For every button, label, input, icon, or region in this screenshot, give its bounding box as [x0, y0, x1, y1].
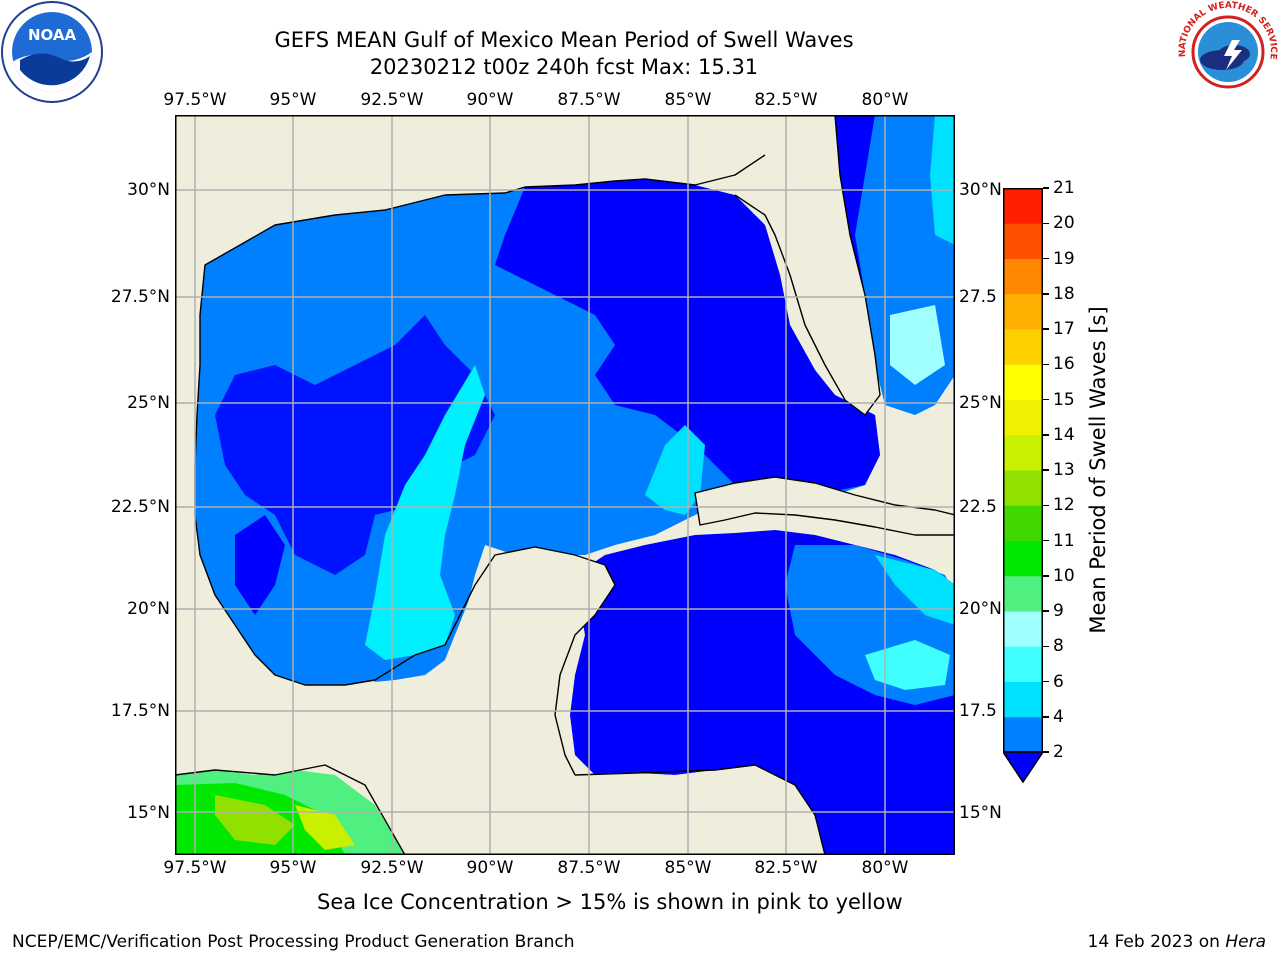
colorbar-tick-mark: [1043, 645, 1049, 647]
colorbar-tick-mark: [1043, 751, 1049, 753]
lon-tick-bottom-7: 82.5°W: [754, 858, 818, 878]
footer-date: 14 Feb 2023 on: [1087, 932, 1226, 952]
colorbar-segment: [1003, 470, 1043, 506]
colorbar-tick-mark: [1043, 257, 1049, 260]
colorbar-tick-label: 17: [1053, 319, 1075, 339]
colorbar-tick-mark: [1043, 610, 1049, 612]
lat-tick-right-1: 30°N: [959, 180, 1002, 200]
colorbar-tick-mark: [1043, 575, 1049, 577]
colorbar-tick-label: 6: [1053, 671, 1064, 692]
colorbar-tick-mark: [1043, 680, 1049, 683]
colorbar-tick-mark: [1043, 398, 1049, 401]
nws-logo: NATIONAL WEATHER SERVICE: [1176, 0, 1280, 104]
footer-host: Hera: [1225, 932, 1266, 952]
lat-tick-right-7: 15°N: [959, 803, 1002, 823]
colorbar-segment: [1003, 188, 1043, 224]
colorbar-tick-label: 11: [1053, 530, 1075, 551]
lon-tick-top-2: 95°W: [269, 90, 317, 110]
colorbar: [1001, 188, 1045, 784]
colorbar-extend-triangle: [1001, 751, 1045, 784]
lon-tick-top-4: 90°W: [466, 90, 514, 110]
colorbar-tick-mark: [1043, 504, 1049, 506]
colorbar-segment: [1003, 716, 1043, 753]
colorbar-tick-label: 13: [1053, 460, 1075, 480]
lon-tick-top-1: 97.5°W: [163, 90, 227, 110]
colorbar-segment: [1003, 611, 1043, 647]
colorbar-tick-label: 20: [1053, 213, 1075, 234]
colorbar-tick-mark: [1043, 328, 1049, 330]
lat-tick-left-6: 17.5°N: [110, 701, 170, 721]
colorbar-segment: [1003, 575, 1043, 612]
colorbar-tick-mark: [1043, 716, 1049, 718]
lat-tick-right-4: 22.5: [959, 497, 997, 517]
colorbar-tick-label: 15: [1053, 389, 1075, 410]
colorbar-tick-label: 21: [1053, 178, 1075, 198]
colorbar-tick-label: 9: [1053, 601, 1064, 621]
lat-tick-right-6: 17.5: [959, 701, 997, 721]
colorbar-tick-label: 18: [1053, 283, 1075, 304]
colorbar-tick-label: 14: [1053, 424, 1075, 445]
lat-tick-left-4: 22.5°N: [110, 497, 170, 517]
colorbar-segment: [1003, 681, 1043, 718]
colorbar-tick-mark: [1043, 363, 1049, 365]
lat-tick-left-3: 25°N: [127, 393, 170, 413]
colorbar-tick-mark: [1043, 469, 1049, 471]
noaa-logo-text: NOAA: [28, 26, 77, 44]
colorbar-segment: [1003, 505, 1043, 541]
colorbar-segment: [1003, 434, 1043, 471]
colorbar-tick-mark: [1043, 539, 1049, 542]
colorbar-segment: [1003, 258, 1043, 295]
lon-tick-top-3: 92.5°W: [360, 90, 424, 110]
lon-tick-top-5: 87.5°W: [557, 90, 621, 110]
colorbar-segment: [1003, 364, 1043, 400]
colorbar-segment: [1003, 399, 1043, 436]
lat-tick-left-7: 15°N: [127, 803, 170, 823]
lon-tick-bottom-5: 87.5°W: [557, 858, 621, 878]
lon-tick-top-6: 85°W: [664, 90, 712, 110]
footer-left: NCEP/EMC/Verification Post Processing Pr…: [12, 932, 575, 952]
lat-tick-right-5: 20°N: [959, 599, 1002, 619]
colorbar-segment: [1003, 293, 1043, 330]
colorbar-tick-label: 19: [1053, 248, 1075, 269]
colorbar-tick-label: 4: [1053, 706, 1064, 727]
lat-tick-left-1: 30°N: [127, 180, 170, 200]
colorbar-label: Mean Period of Swell Waves [s]: [1086, 306, 1110, 634]
lon-tick-bottom-6: 85°W: [664, 858, 712, 878]
lon-tick-bottom-4: 90°W: [466, 858, 514, 878]
colorbar-tick-label: 2: [1053, 742, 1064, 762]
colorbar-segment: [1003, 329, 1043, 365]
title-line-1: GEFS MEAN Gulf of Mexico Mean Period of …: [274, 28, 854, 52]
colorbar-tick-mark: [1043, 434, 1049, 436]
colorbar-tick-label: 16: [1053, 354, 1075, 375]
lat-tick-right-2: 27.5: [959, 287, 997, 307]
lat-tick-left-2: 27.5°N: [110, 287, 170, 307]
map-panel: [175, 115, 955, 855]
colorbar-tick-label: 10: [1053, 565, 1075, 586]
lon-tick-top-7: 82.5°W: [754, 90, 818, 110]
colorbar-tick-mark: [1043, 293, 1049, 295]
lon-tick-bottom-8: 80°W: [861, 858, 909, 878]
lon-tick-bottom-3: 92.5°W: [360, 858, 424, 878]
colorbar-segment: [1003, 646, 1043, 682]
lon-tick-bottom-1: 97.5°W: [163, 858, 227, 878]
title-line-2: 20230212 t00z 240h fcst Max: 15.31: [369, 55, 759, 79]
lat-tick-left-5: 20°N: [127, 599, 170, 619]
colorbar-tick-mark: [1043, 187, 1049, 189]
noaa-logo: NOAA: [0, 0, 104, 104]
colorbar-tick-label: 8: [1053, 636, 1064, 657]
colorbar-tick-label: 12: [1053, 495, 1075, 516]
colorbar-tick-mark: [1043, 222, 1049, 224]
colorbar-segment: [1003, 223, 1043, 259]
colorbar-segment: [1003, 540, 1043, 577]
footer-right: 14 Feb 2023 on Hera: [1088, 932, 1266, 952]
caption: Sea Ice Concentration > 15% is shown in …: [317, 890, 903, 914]
lat-tick-right-3: 25°N: [959, 393, 1002, 413]
lon-tick-bottom-2: 95°W: [269, 858, 317, 878]
lon-tick-top-8: 80°W: [861, 90, 909, 110]
